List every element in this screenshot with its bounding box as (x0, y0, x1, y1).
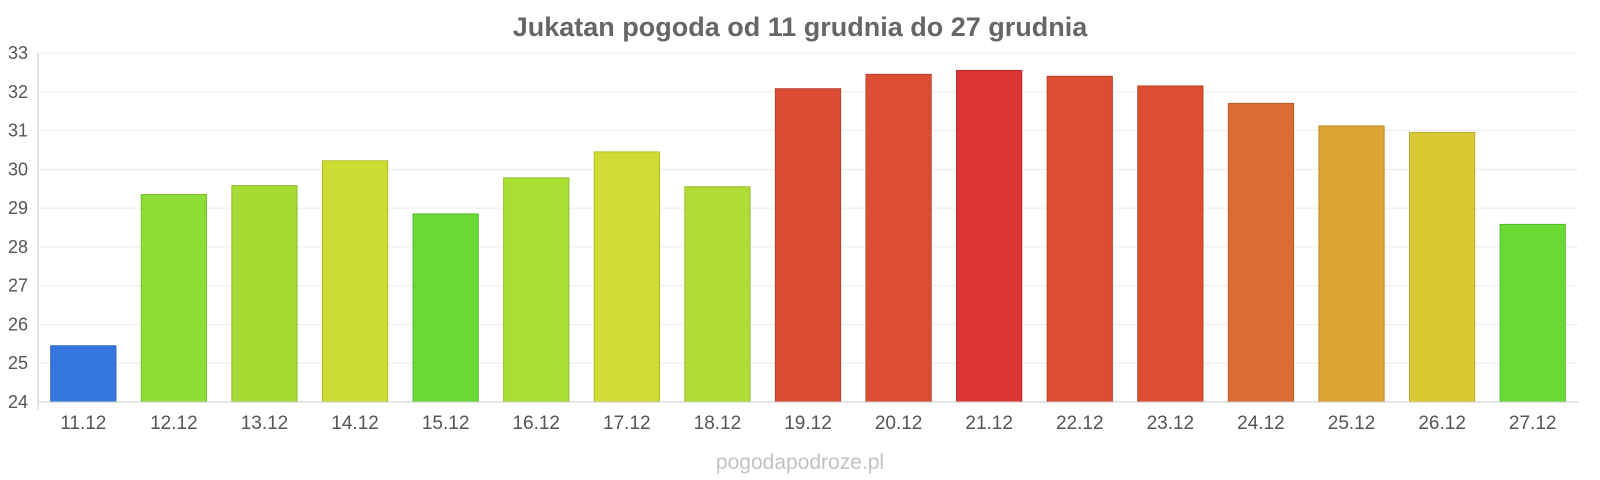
bar-17.12 (593, 151, 660, 403)
x-tick-label: 12.12 (150, 413, 198, 434)
x-tick-label: 18.12 (694, 413, 742, 434)
bar-23.12 (1137, 85, 1204, 403)
bar-22.12 (1046, 75, 1113, 403)
x-tick-label: 26.12 (1418, 413, 1466, 434)
x-tick-label: 13.12 (241, 413, 289, 434)
y-tick-label: 33 (8, 43, 28, 63)
bar-19.12 (774, 88, 842, 403)
y-tick-label: 31 (8, 121, 28, 141)
x-tick-label: 19.12 (784, 413, 832, 434)
bar-15.12 (412, 213, 479, 403)
x-axis-ticks: 11.12 12.12 13.12 14.12 15.12 16.12 17.12 18.12… (60, 413, 1556, 434)
x-tick-label: 22.12 (1056, 413, 1104, 434)
x-tick-label: 21.12 (965, 413, 1013, 434)
y-tick-label: 32 (8, 82, 28, 102)
bar-27.12 (1499, 223, 1566, 403)
y-tick-label: 28 (8, 237, 28, 257)
x-tick-label: 20.12 (875, 413, 923, 434)
bars (50, 69, 1566, 403)
watermark: pogodapodroze.pl (716, 451, 884, 474)
bar-21.12 (956, 69, 1023, 403)
bar-18.12 (684, 186, 751, 403)
bar-24.12 (1227, 102, 1295, 403)
y-tick-label: 26 (8, 314, 28, 334)
x-tick-label: 16.12 (512, 413, 560, 434)
bar-12.12 (140, 194, 207, 403)
bar-26.12 (1409, 131, 1476, 403)
bar-20.12 (865, 73, 932, 403)
y-tick-label: 25 (8, 353, 28, 373)
y-tick-label: 27 (8, 276, 28, 296)
x-tick-label: 15.12 (422, 413, 470, 434)
x-tick-label: 14.12 (331, 413, 379, 434)
x-tick-label: 25.12 (1328, 413, 1376, 434)
bar-11.12 (50, 345, 117, 403)
y-tick-label: 29 (8, 198, 28, 218)
x-tick-label: 11.12 (60, 413, 106, 434)
x-tick-label: 23.12 (1147, 413, 1195, 434)
bar-16.12 (503, 177, 570, 403)
chart-title: Jukatan pogoda od 11 grudnia do 27 grudn… (513, 12, 1089, 42)
y-tick-label: 24 (8, 392, 28, 412)
bar-13.12 (231, 185, 298, 403)
bar-25.12 (1318, 125, 1385, 403)
x-tick-label: 24.12 (1237, 413, 1285, 434)
bar-14.12 (321, 160, 389, 403)
x-tick-label: 17.12 (603, 413, 651, 434)
x-tick-label: 27.12 (1509, 413, 1557, 434)
y-tick-label: 30 (8, 159, 28, 179)
y-axis-ticks: 24 25 26 27 28 29 30 31 32 33 (8, 43, 28, 412)
